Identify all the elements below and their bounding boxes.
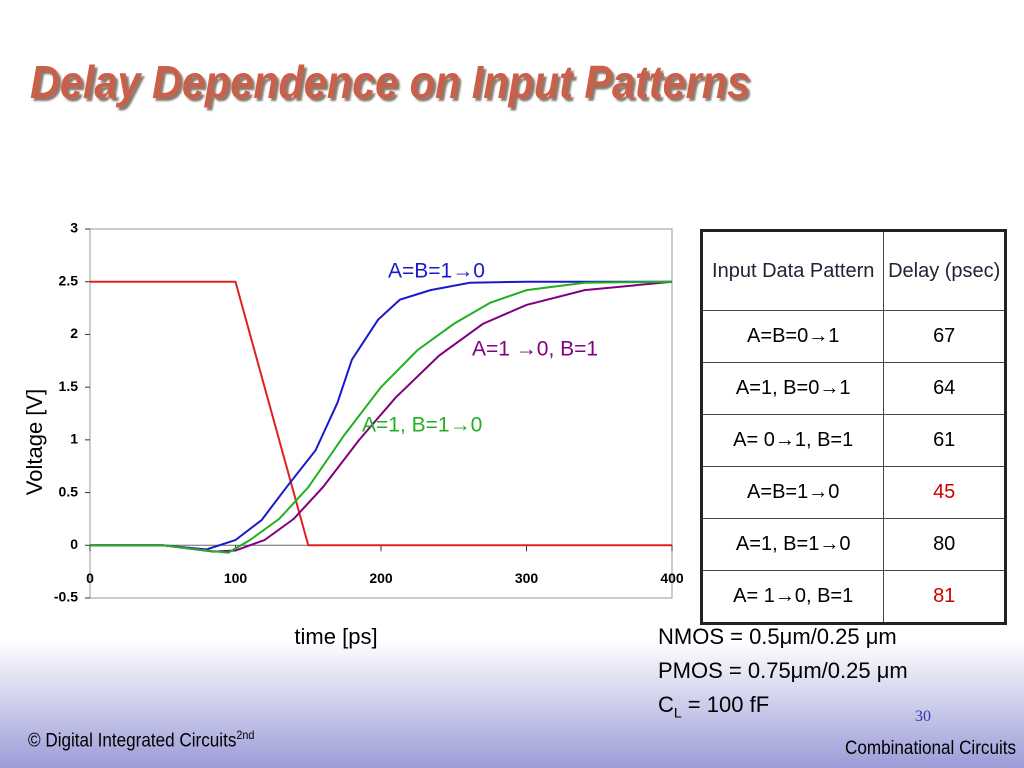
series-label: A=1 →0, B=1 [472, 338, 598, 361]
table-cell: 67 [883, 310, 1006, 363]
x-tick-label: 100 [224, 570, 248, 586]
y-tick-label: 3 [70, 220, 78, 236]
table-cell: A= 1→0, B=1 [700, 570, 885, 624]
table-cell: A=1, B=0→1 [700, 362, 885, 415]
y-tick-label: 2.5 [59, 272, 79, 288]
footer-right: Combinational Circuits [844, 738, 1016, 759]
text: C [658, 692, 674, 717]
slide-title: Delay Dependence on Input Patterns [30, 56, 751, 108]
table-cell: A=B=0→1 [700, 310, 885, 363]
table-cell: A=1, B=1→0 [700, 518, 885, 571]
y-tick-label: 0.5 [59, 483, 79, 499]
text: L [673, 704, 682, 721]
header-cell: Delay (psec) [883, 230, 1006, 311]
series-label: A=B=1→0 [388, 260, 485, 283]
table-row: A=B=0→1 67 [700, 310, 1006, 363]
table-cell: 80 [883, 518, 1006, 571]
table-cell: 64 [883, 362, 1006, 415]
series-label: A=1, B=1→0 [362, 414, 482, 437]
table-row: A= 1→0, B=1 81 [700, 570, 1006, 624]
x-axis-label: time [ps] [294, 624, 377, 649]
y-tick-label: 1 [70, 431, 78, 447]
y-axis-label: Voltage [V] [22, 389, 47, 495]
text: = 100 fF [681, 692, 770, 717]
load-note: CL = 100 fF [658, 692, 769, 720]
data-line [90, 280, 672, 551]
footer-left: © Digital Integrated Circuits2nd [28, 728, 254, 752]
note: NMOS = 0.5μm/0.25 μm [658, 624, 897, 649]
header-cell: Input Data Pattern [700, 230, 885, 311]
table-cell: A= 0→1, B=1 [700, 414, 885, 467]
x-tick-label: 400 [660, 570, 684, 586]
x-tick-label: 300 [515, 570, 539, 586]
x-tick-label: 0 [86, 570, 94, 586]
x-tick-label: 200 [369, 570, 393, 586]
y-tick-label: 1.5 [59, 378, 79, 394]
plot-area [89, 228, 673, 599]
table-header: Input Data Pattern Delay (psec) [700, 230, 1006, 311]
note: PMOS = 0.75μm/0.25 μm [658, 658, 908, 683]
text: © Digital Integrated Circuits [28, 730, 237, 752]
table-row: A= 0→1, B=1 61 [700, 414, 1006, 467]
table-row: A=B=1→0 45 [700, 466, 1006, 519]
y-tick-label: 2 [70, 325, 78, 341]
y-tick-label: 0 [70, 536, 78, 552]
table-cell: 45 [883, 466, 1006, 519]
table-row: A=1, B=0→1 64 [700, 362, 1006, 415]
page-number: 30 [915, 708, 931, 725]
table-row: A=1, B=1→0 80 [700, 518, 1006, 571]
table-cell: 61 [883, 414, 1006, 467]
text: 2nd [236, 728, 255, 742]
table-cell: A=B=1→0 [700, 466, 885, 519]
data-line [90, 280, 673, 554]
table-cell: 81 [883, 570, 1006, 624]
delay-table: Input Data Pattern Delay (psec) A=B=0→1 67 A… [700, 229, 1007, 625]
y-tick-label: -0.5 [54, 589, 78, 605]
data-line [90, 280, 672, 547]
